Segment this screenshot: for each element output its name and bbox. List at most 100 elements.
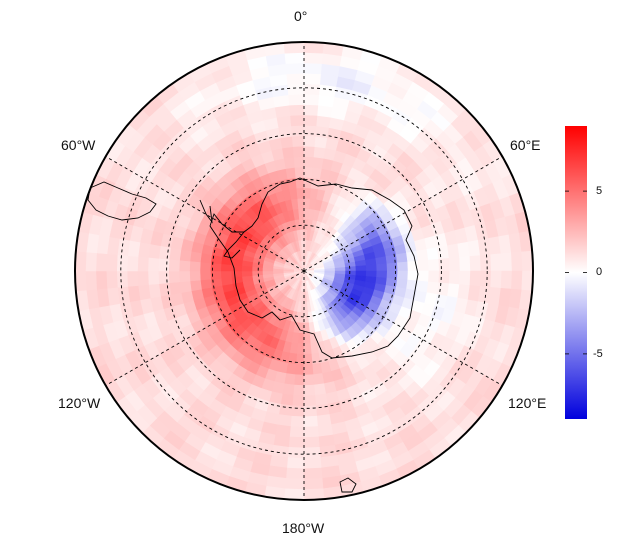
- field-cell: [303, 405, 318, 418]
- field-cell: [376, 270, 388, 279]
- field-cell: [365, 264, 378, 272]
- field-cell: [303, 104, 319, 116]
- field-cell: [376, 263, 388, 272]
- coastlines: [87, 177, 419, 493]
- field-cell: [436, 245, 450, 260]
- field-cell: [303, 467, 323, 480]
- field-cell: [290, 124, 305, 137]
- field-cell: [276, 115, 292, 128]
- field-cell: [310, 342, 319, 355]
- field-cell: [189, 270, 201, 282]
- field-cell: [286, 457, 305, 470]
- latitude-circle: [211, 178, 397, 364]
- field-cell: [334, 267, 346, 272]
- field-cell: [312, 373, 325, 386]
- field-cell: [199, 261, 211, 272]
- field-cell: [303, 488, 325, 500]
- field-cell: [283, 156, 296, 169]
- field-cell: [511, 270, 523, 291]
- field-cell: [220, 277, 233, 286]
- field-cell: [303, 114, 318, 127]
- longitude-label-120e: 120°E: [508, 395, 547, 411]
- field-cell: [303, 374, 315, 386]
- field-cell: [241, 270, 253, 277]
- field-cell: [288, 93, 305, 106]
- field-cell: [75, 250, 87, 272]
- longitude-label-60w: 60°W: [61, 137, 96, 153]
- field-cell: [303, 42, 325, 54]
- coastline-island: [199, 199, 213, 224]
- coastline-peninsula: [223, 231, 245, 259]
- field-cell: [426, 247, 440, 261]
- field-cell: [315, 125, 330, 139]
- field-cell: [303, 62, 323, 75]
- field-cell: [303, 124, 318, 137]
- field-cell: [490, 270, 503, 289]
- field-cell: [469, 270, 482, 287]
- field-cell: [459, 270, 471, 286]
- longitude-label-120w: 120°W: [58, 395, 101, 411]
- field-cell: [126, 270, 139, 287]
- field-cell: [292, 145, 305, 158]
- field-cell: [428, 270, 440, 284]
- field-cell: [436, 282, 450, 297]
- colorbar-ticks: [565, 190, 587, 355]
- field-cell: [168, 281, 182, 295]
- field-cell: [469, 255, 482, 272]
- field-cell: [303, 93, 320, 106]
- field-cell: [314, 393, 328, 407]
- colorbar-tick-label: 5: [596, 185, 603, 197]
- field-cell: [417, 259, 430, 272]
- field-cell: [287, 83, 305, 96]
- field-cell: [386, 270, 398, 280]
- field-cell: [447, 243, 460, 259]
- field-cell: [448, 270, 461, 285]
- field-cell: [375, 256, 388, 265]
- field-cell: [303, 83, 321, 96]
- field-cell: [85, 270, 97, 291]
- field-cell: [294, 364, 305, 376]
- field-cell: [355, 265, 367, 272]
- field-cell: [199, 270, 211, 281]
- field-cell: [157, 257, 170, 272]
- meridian-line: [303, 270, 503, 386]
- field-cell: [448, 257, 461, 272]
- field-cell: [293, 156, 305, 168]
- map-boundary: [74, 41, 534, 501]
- field-cell: [290, 415, 305, 428]
- field-cell: [303, 166, 314, 178]
- field-cell: [303, 312, 309, 324]
- field-cell: [500, 252, 513, 272]
- longitude-label-0: 0°: [294, 8, 308, 24]
- field-cell: [291, 135, 305, 147]
- field-cell: [281, 146, 295, 159]
- field-cell: [397, 261, 409, 272]
- field-cell: [148, 283, 161, 299]
- field-cell: [500, 270, 513, 290]
- field-cell: [303, 135, 317, 147]
- field-cell: [521, 270, 533, 292]
- longitude-label-180: 180°W: [282, 520, 325, 536]
- field-cell: [105, 253, 118, 272]
- field-cell: [230, 270, 243, 278]
- field-cell: [428, 258, 440, 272]
- field-cell: [189, 279, 202, 292]
- field-cell: [303, 301, 308, 313]
- field-cell: [147, 270, 160, 285]
- field-cell: [286, 72, 305, 85]
- field-cell: [284, 478, 305, 490]
- field-cell: [280, 393, 294, 407]
- field-cell: [416, 248, 429, 262]
- field-cell: [105, 270, 118, 289]
- field-cell: [289, 187, 298, 200]
- field-cell: [280, 135, 294, 149]
- colorbar-tick-label: 0: [596, 266, 603, 278]
- field-cell: [116, 254, 129, 272]
- latitude-circle: [120, 87, 488, 455]
- meridian-line: [303, 156, 503, 272]
- colorbar-tick-label: -5: [593, 348, 603, 360]
- field-cell: [303, 395, 317, 407]
- field-cell: [290, 114, 305, 127]
- field-cell: [438, 270, 451, 285]
